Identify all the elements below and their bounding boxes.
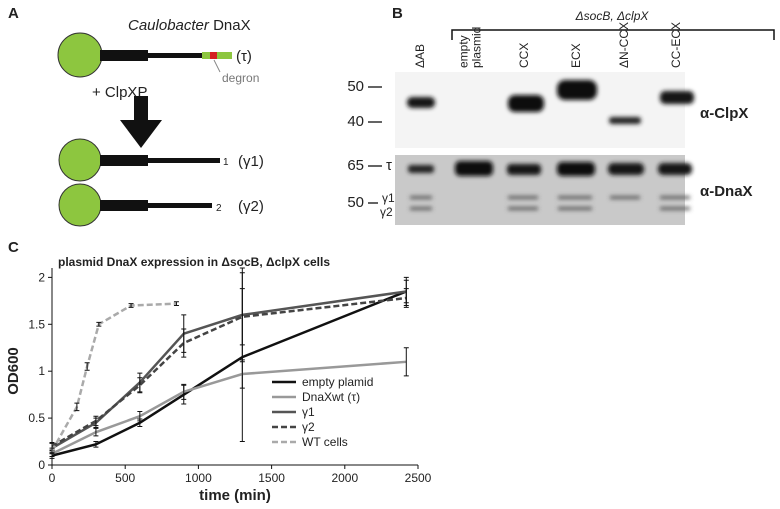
end-label: 2 (216, 203, 222, 214)
error-bar (403, 288, 409, 308)
error-bar (181, 383, 187, 400)
panel-letter: A (8, 5, 19, 22)
y-tick-label: 0 (38, 458, 45, 472)
band-label: γ1 (382, 191, 395, 205)
legend-label: empty plamid (302, 375, 373, 389)
lane-label: CC-ECX (669, 22, 683, 68)
panel-letter: C (8, 239, 19, 256)
error-bar (137, 377, 143, 394)
error-bar (93, 415, 99, 427)
antibody-label: α-DnaX (700, 183, 753, 200)
strain-label: ΔsocB, ΔclpX (575, 9, 650, 23)
error-bar (403, 347, 409, 377)
protein-label: Caulobacter DnaX (128, 17, 251, 34)
full-length-label: (τ) (236, 48, 252, 65)
error-bar (74, 402, 80, 412)
error-bar (49, 447, 55, 455)
error-bar (96, 321, 102, 327)
marker-label: 50 (347, 78, 364, 95)
error-bar (84, 362, 90, 371)
y-tick-label: 1 (38, 364, 45, 378)
x-tick-label: 2000 (331, 471, 358, 485)
error-bar (93, 427, 99, 437)
y-axis-label: OD600 (5, 347, 22, 395)
x-tick-label: 1000 (185, 471, 212, 485)
antibody-label: α-ClpX (700, 105, 748, 122)
legend-label: γ2 (302, 420, 315, 434)
band-label: γ2 (380, 205, 393, 219)
product-label: (γ2) (238, 198, 264, 215)
marker-label: 65 (347, 157, 364, 174)
bands (408, 161, 692, 210)
lane-label: empty (457, 35, 471, 68)
legend-label: DnaXwt (τ) (302, 390, 360, 404)
gamma2-diagram (58, 183, 212, 227)
x-tick-label: 2500 (405, 471, 432, 485)
y-tick-label: 1.5 (28, 317, 45, 331)
gamma1-diagram (58, 138, 220, 182)
product-label: (γ1) (238, 153, 264, 170)
lane-label: ECX (569, 43, 583, 68)
error-bar (93, 441, 99, 448)
band-label: τ (386, 157, 392, 174)
x-axis-label: time (min) (199, 487, 271, 504)
bracket (451, 29, 775, 40)
error-bar (239, 288, 245, 346)
series-line (51, 296, 407, 448)
series-line (51, 290, 407, 457)
x-tick-label: 0 (49, 471, 56, 485)
x-tick-label: 500 (115, 471, 135, 485)
error-bar (137, 411, 143, 422)
panel-letter: B (392, 5, 403, 22)
error-bar (128, 303, 134, 308)
chart-title: plasmid DnaX expression in ΔsocB, ΔclpX … (58, 255, 330, 269)
y-tick-label: 0.5 (28, 411, 45, 425)
arrow (120, 96, 162, 148)
legend-label: γ1 (302, 405, 315, 419)
lane-label: ΔN-CCX (617, 22, 631, 68)
bands (407, 80, 694, 124)
end-label: 1 (223, 157, 229, 168)
x-tick-label: 1500 (258, 471, 285, 485)
marker-label: 50 (347, 194, 364, 211)
y-tick-label: 2 (38, 270, 45, 284)
degron-label: degron (222, 71, 259, 85)
series-line (51, 360, 407, 455)
error-bar (181, 328, 187, 358)
lane-label: CCX (517, 43, 531, 68)
dnax-diagram (57, 32, 232, 78)
error-bar (173, 301, 179, 307)
legend-label: WT cells (302, 435, 348, 449)
protease-label: + ClpXP (92, 84, 147, 101)
series-line (50, 302, 177, 452)
lane-label: plasmid (470, 27, 484, 68)
series-line (51, 290, 407, 450)
marker-ticks (368, 86, 382, 204)
lane-label: ΔAB (413, 44, 427, 68)
marker-label: 40 (347, 113, 364, 130)
